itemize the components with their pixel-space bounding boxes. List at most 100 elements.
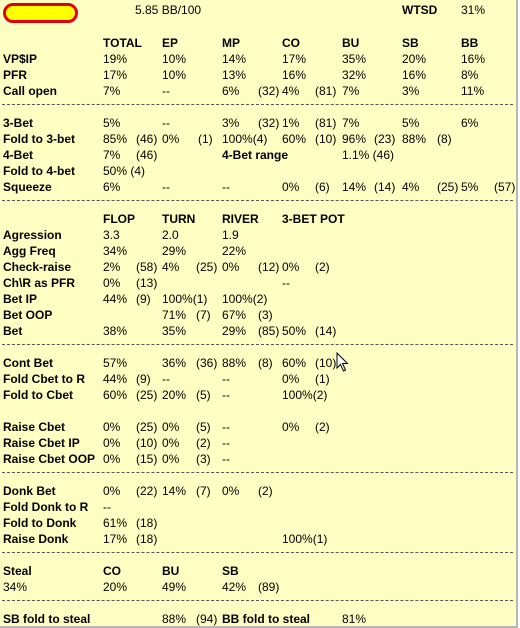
- stat-value: (32): [258, 84, 280, 98]
- stat-value: (7): [196, 308, 211, 322]
- stat-value: 10%: [162, 52, 187, 66]
- stat-value: (57): [494, 180, 516, 194]
- player-badge[interactable]: [3, 3, 78, 23]
- sb-fold-value: 88%: [162, 612, 187, 626]
- steal-value: 42%: [222, 580, 247, 594]
- stat-value: 29%: [162, 244, 187, 258]
- stat-value: 17%: [103, 68, 128, 82]
- stat-label: Fold to Cbet: [3, 388, 73, 402]
- stat-value: 100%(2): [222, 292, 268, 306]
- mouse-cursor-icon: [336, 352, 349, 372]
- section-divider: [2, 200, 513, 201]
- stat-value: (23): [374, 132, 396, 146]
- stat-value: 0%: [282, 420, 300, 434]
- stat-value: 22%: [222, 244, 247, 258]
- stat-value: 5%: [103, 116, 121, 130]
- stat-value: 100%(4): [222, 132, 268, 146]
- steal-header: SB: [222, 564, 239, 578]
- street-header: RIVER: [222, 212, 259, 226]
- four-bet-range-value: 1.1% (46): [342, 148, 395, 162]
- stat-label: VP$IP: [3, 52, 38, 66]
- stat-value: (18): [136, 532, 158, 546]
- column-header: BB: [461, 36, 479, 50]
- stat-value: 60%: [282, 356, 307, 370]
- section-divider: [2, 344, 513, 345]
- stat-value: (8): [258, 356, 273, 370]
- stat-value: 8%: [461, 68, 479, 82]
- stat-value: 0%: [222, 484, 240, 498]
- stat-label: Agression: [3, 228, 62, 242]
- stat-value: (2): [258, 484, 273, 498]
- stat-value: 0%: [103, 484, 121, 498]
- column-header: MP: [222, 36, 240, 50]
- stat-value: (25): [136, 388, 158, 402]
- stat-value: 7%: [342, 116, 360, 130]
- stat-value: (3): [258, 308, 273, 322]
- stat-value: (36): [196, 356, 218, 370]
- stat-value: --: [222, 420, 230, 434]
- stat-value: 0%: [103, 276, 121, 290]
- stat-value: 67%: [222, 308, 247, 322]
- stat-value: (1): [315, 372, 330, 386]
- stat-value: --: [162, 180, 170, 194]
- stat-label: Bet IP: [3, 292, 38, 306]
- stat-label: Cont Bet: [3, 356, 53, 370]
- stat-value: (10): [315, 356, 337, 370]
- column-header: CO: [282, 36, 300, 50]
- stat-value: 0%: [162, 420, 180, 434]
- stat-value: 60%: [282, 132, 307, 146]
- stat-value: (7): [196, 484, 211, 498]
- stat-value: 11%: [461, 84, 485, 98]
- bb-fold-label: BB fold to steal: [222, 612, 311, 626]
- steal-value: (89): [258, 580, 280, 594]
- stat-value: 100%(1): [282, 532, 328, 546]
- stat-value: 4%: [282, 84, 300, 98]
- stat-value: 0%: [103, 452, 121, 466]
- stat-value: 0%: [162, 452, 180, 466]
- steal-header: BU: [162, 564, 180, 578]
- stat-value: (3): [196, 452, 211, 466]
- stat-value: (14): [374, 180, 396, 194]
- stat-label: Bet OOP: [3, 308, 53, 322]
- stat-value: 88%: [222, 356, 247, 370]
- stat-label: Fold to Donk: [3, 516, 77, 530]
- stat-value: --: [222, 452, 230, 466]
- steal-header: CO: [103, 564, 121, 578]
- bb100-stat: 5.85 BB/100: [135, 3, 202, 17]
- stat-value: (10): [315, 132, 337, 146]
- stat-value: 14%: [342, 180, 367, 194]
- stat-value: 3%: [402, 84, 420, 98]
- stat-value: (81): [315, 116, 337, 130]
- stat-value: (5): [196, 420, 211, 434]
- stat-value: 7%: [103, 84, 121, 98]
- steal-header: Steal: [3, 564, 32, 578]
- stat-value: 0%: [282, 260, 300, 274]
- stat-value: (25): [136, 420, 158, 434]
- stat-value: 0%: [282, 372, 300, 386]
- stat-value: 3%: [222, 116, 240, 130]
- stat-value: (25): [437, 180, 459, 194]
- stat-value: --: [222, 372, 230, 386]
- stat-value: 88%: [402, 132, 427, 146]
- stat-value: 20%: [162, 388, 187, 402]
- stat-label: Raise Cbet IP: [3, 436, 80, 450]
- stat-value: 0%: [103, 436, 121, 450]
- stat-value: (81): [315, 84, 337, 98]
- stat-value: 2%: [103, 260, 121, 274]
- stat-value: 100%(1): [162, 292, 208, 306]
- stat-value: 61%: [103, 516, 128, 530]
- stat-value: 14%: [162, 484, 187, 498]
- stat-value: (2): [196, 436, 211, 450]
- steal-value: 34%: [3, 580, 28, 594]
- stat-value: 17%: [282, 52, 307, 66]
- stat-value: (12): [258, 260, 280, 274]
- street-header: 3-BET POT: [282, 212, 345, 226]
- stat-value: (46): [136, 148, 158, 162]
- stat-value: 2.0: [162, 228, 179, 242]
- stat-value: 36%: [162, 356, 187, 370]
- stat-value: 5%: [461, 180, 479, 194]
- four-bet-range-label: 4-Bet range: [222, 148, 289, 162]
- stat-label: Raise Donk: [3, 532, 69, 546]
- stat-value: 16%: [461, 52, 486, 66]
- stat-value: 4%: [162, 260, 180, 274]
